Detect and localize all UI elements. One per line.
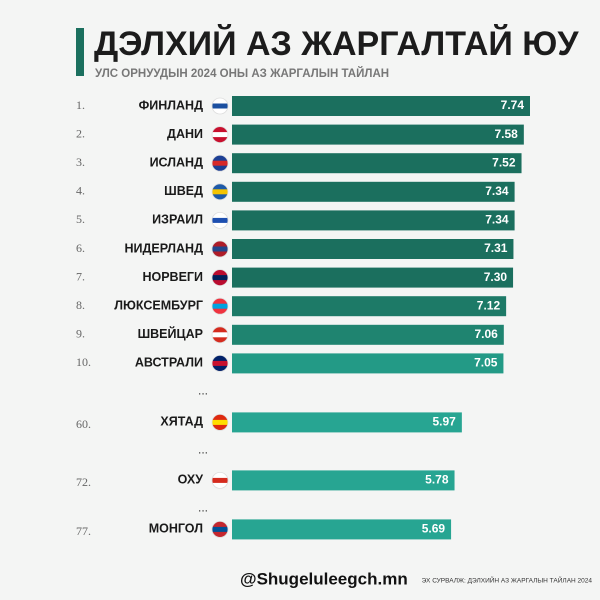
category-label: НОРВЕГИ	[142, 270, 203, 284]
flag-ring	[211, 183, 229, 201]
rank: 7.	[76, 269, 85, 283]
value-label: 7.52	[492, 155, 516, 169]
ellipsis: ...	[198, 384, 208, 398]
bar	[232, 153, 522, 174]
rank: 4.	[76, 184, 85, 198]
rank: 72.	[76, 475, 91, 489]
flag-stripe	[212, 275, 228, 281]
category-label: АВСТРАЛИ	[135, 356, 203, 370]
flag-stripe	[212, 360, 228, 366]
flag-ring	[211, 211, 229, 229]
flag-stripe	[212, 332, 228, 338]
flag-ring	[211, 97, 229, 115]
flag-ring	[211, 297, 229, 315]
value-label: 7.05	[474, 356, 498, 370]
flag-stripe	[212, 132, 228, 138]
category-label: НИДЕРЛАНД	[124, 241, 203, 255]
bar	[232, 353, 504, 374]
value-label: 7.34	[485, 184, 509, 198]
category-label: ОХУ	[178, 473, 204, 487]
flag-ring	[211, 269, 229, 287]
value-label: 7.06	[474, 327, 498, 341]
rank: 8.	[76, 298, 85, 312]
flag-stripe	[212, 160, 228, 166]
rank: 5.	[76, 212, 85, 226]
flag-ring	[211, 154, 229, 172]
bar	[232, 239, 514, 259]
flag-ring	[211, 413, 229, 431]
bar	[232, 267, 514, 288]
chart-title: ДЭЛХИЙ АЗ ЖАРГАЛТАЙ ЮУ	[94, 24, 579, 63]
source: ЭХ СУРВАЛЖ: ДЭЛХИЙН АЗ ЖАРГАЛЫН ТАЙЛАН 2…	[422, 576, 593, 585]
category-label: МОНГОЛ	[149, 522, 203, 536]
category-label: ШВЕД	[164, 184, 203, 198]
value-label: 7.30	[484, 270, 508, 284]
flag-ring	[211, 126, 229, 144]
bar	[232, 96, 530, 116]
bar	[232, 412, 462, 433]
bar	[232, 124, 524, 145]
rank: 3.	[76, 155, 85, 169]
flag-ring	[211, 471, 229, 489]
flag-ring	[211, 521, 229, 538]
flag-stripe	[212, 303, 228, 309]
category-label: ИСЛАНД	[150, 155, 204, 169]
subtitle: УЛС ОРНУУДЫН 2024 ОНЫ АЗ ЖАРГАЛЫН ТАЙЛАН	[95, 67, 389, 80]
bar	[232, 296, 507, 317]
flag-ring	[211, 326, 229, 344]
bar	[232, 210, 515, 231]
category-label: ЛЮКСЕМБУРГ	[114, 298, 203, 312]
value-label: 7.74	[501, 98, 525, 112]
rank: 10.	[76, 355, 91, 369]
bar	[232, 519, 452, 540]
value-label: 7.34	[485, 213, 509, 227]
ellipsis: ...	[198, 443, 208, 457]
title-accent	[76, 28, 84, 76]
rank: 6.	[76, 241, 85, 255]
category-label: ХЯТАД	[160, 415, 203, 429]
value-label: 5.69	[422, 522, 446, 536]
flag-stripe	[212, 217, 228, 223]
flag-stripe	[212, 103, 228, 109]
category-label: ДАНИ	[167, 127, 203, 141]
flag-stripe	[212, 526, 228, 532]
rank: 77.	[76, 524, 91, 538]
rank: 2.	[76, 126, 85, 140]
bar	[232, 181, 515, 202]
flag-ring	[211, 354, 229, 372]
value-label: 7.31	[484, 241, 508, 255]
flag-stripe	[212, 419, 228, 425]
value-label: 7.12	[477, 298, 501, 312]
bar	[232, 324, 504, 345]
value-label: 5.78	[425, 473, 449, 487]
flag-stripe	[212, 246, 228, 252]
handle: @Shugeluleegch.mn	[240, 569, 408, 588]
rank: 60.	[76, 417, 91, 431]
flag-stripe	[212, 189, 228, 195]
category-label: ШВЕЙЦАР	[138, 326, 203, 341]
value-label: 5.97	[432, 415, 456, 429]
flag-stripe	[212, 477, 228, 483]
ellipsis: ...	[198, 501, 208, 515]
bar	[232, 470, 455, 491]
rank: 1.	[76, 98, 85, 112]
flag-ring	[211, 240, 229, 258]
category-label: ФИНЛАНД	[139, 98, 204, 112]
value-label: 7.58	[494, 127, 518, 141]
rank: 9.	[76, 327, 85, 341]
category-label: ИЗРАИЛ	[152, 213, 203, 227]
